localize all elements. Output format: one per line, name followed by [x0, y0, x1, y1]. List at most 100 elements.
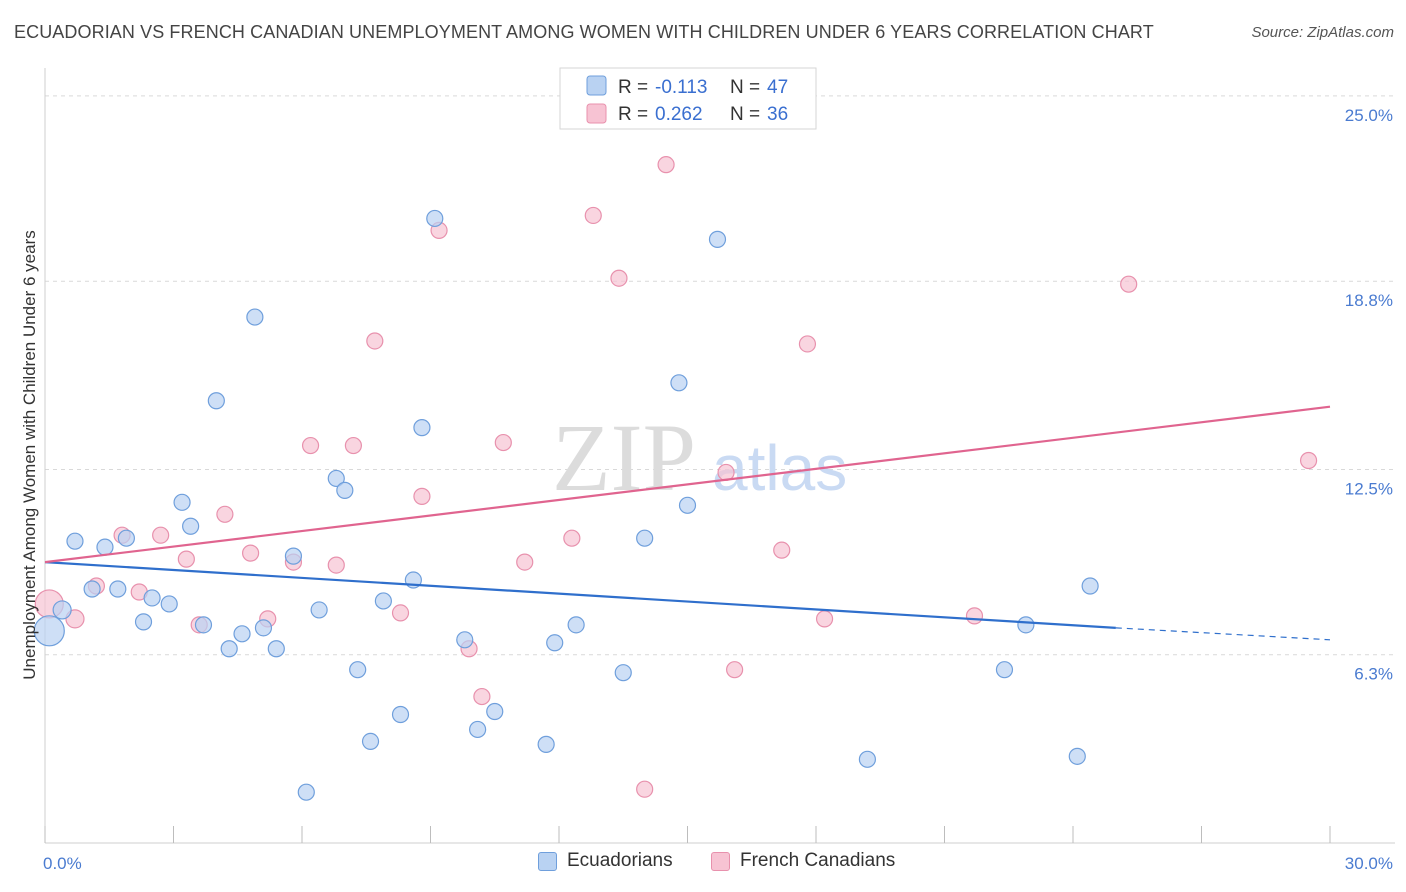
french-canadian-point [657, 156, 675, 174]
ecuadorian-point [117, 529, 135, 547]
ecuadorian-point [1017, 616, 1035, 634]
ecuadorian-point [134, 613, 153, 631]
ecuadorian-point [678, 496, 697, 514]
french-canadian-point [965, 607, 984, 625]
french-canadian-point [494, 433, 512, 452]
ecuadorian-point [537, 735, 555, 753]
x-tick-label-min: 0.0% [43, 854, 82, 873]
legend-r-value-2: 0.262 [655, 104, 703, 125]
source-credit: Source: ZipAtlas.com [1251, 24, 1394, 41]
ecuadorian-point [349, 661, 367, 679]
legend-r-value-1: -0.113 [655, 77, 707, 98]
french-canadian-point [1120, 275, 1138, 293]
ecuadorian-point [456, 631, 474, 649]
french-canadians-label: French Canadians [740, 850, 896, 871]
legend-n-value-2: 36 [767, 104, 788, 125]
ecuadorian-point [413, 419, 431, 437]
ecuadorian-point [858, 750, 877, 768]
y-tick-label: 25.0% [1345, 106, 1393, 125]
watermark-zip: ZIP [552, 404, 696, 511]
french-canadian-point [177, 550, 195, 568]
ecuadorian-point [33, 615, 65, 647]
series-legend: Ecuadorians French Canadians [0, 850, 1406, 878]
chart-title: ECUADORIAN VS FRENCH CANADIAN UNEMPLOYME… [14, 22, 1154, 42]
ecuadorians-swatch [538, 851, 557, 871]
legend-r-label-2: R = [618, 104, 648, 125]
ecuadorian-point [207, 392, 225, 410]
ecuadorian-point [284, 547, 303, 565]
french-canadian-point [473, 687, 491, 706]
ecuadorian-point [66, 532, 84, 550]
ecuadorian-trend-extension [1115, 627, 1331, 641]
ecuadorian-point [708, 230, 727, 248]
ecuadorian-point [995, 661, 1014, 679]
ecuadorian-point [254, 619, 273, 637]
ecuadorian-point [1068, 747, 1086, 765]
ecuadorian-point [374, 592, 392, 610]
ecuadorian-point [83, 580, 101, 598]
french-canadians-swatch [711, 851, 730, 871]
stats-legend: R = -0.113 N = 47 R = 0.262 N = 36 [559, 67, 817, 130]
ecuadorian-point [567, 616, 585, 634]
ecuadorian-trend-line [44, 561, 1116, 629]
legend-n-label-1: N = [730, 77, 760, 98]
ecuadorian-point [336, 481, 354, 499]
french-canadian-point [1299, 451, 1318, 470]
ecuadorian-point [361, 732, 380, 750]
ecuadorian-point [194, 616, 213, 634]
legend-n-value-1: 47 [767, 77, 788, 98]
ecuadorian-point [636, 529, 654, 547]
legend-swatch-ecuadorians [586, 75, 607, 96]
ecuadorian-point [670, 374, 688, 392]
ecuadorian-point [391, 705, 410, 724]
ecuadorian-point [1081, 577, 1099, 595]
axes [44, 68, 1395, 844]
ecuadorian-point [220, 640, 238, 658]
ecuadorian-point [297, 783, 315, 801]
ecuadorian-point [267, 640, 285, 658]
french-canadian-point [798, 335, 817, 353]
ecuadorian-point [182, 517, 200, 535]
ecuadorian-point [614, 664, 632, 682]
french-canadian-point [584, 206, 602, 225]
y-axis-title: Unemployment Among Women with Children U… [20, 230, 39, 679]
legend-item-french-canadians: French Canadians [711, 850, 895, 872]
ecuadorian-point [546, 634, 564, 652]
legend-n-label-2: N = [730, 104, 760, 125]
french-canadian-point [413, 487, 431, 505]
french-canadian-point [516, 553, 534, 571]
y-tick-label: 6.3% [1354, 665, 1393, 684]
ecuadorian-point [109, 580, 127, 598]
french-canadian-point [391, 604, 410, 622]
ecuadorian-point [310, 601, 328, 619]
ecuadorians-label: Ecuadorians [567, 850, 673, 871]
ecuadorian-point [233, 625, 251, 643]
ecuadorian-point [327, 469, 345, 488]
legend-r-label-1: R = [618, 77, 648, 98]
french-canadian-point [152, 526, 170, 544]
ecuadorian-point [143, 589, 161, 607]
x-tick-label-max: 30.0% [1345, 854, 1393, 873]
y-tick-label: 12.5% [1345, 479, 1393, 498]
french-canadian-point [242, 544, 260, 562]
ecuadorian-point [469, 720, 487, 739]
trend-lines [44, 405, 1331, 641]
french-canadian-trend-line [44, 405, 1331, 564]
ecuadorian-point [486, 702, 504, 721]
ecuadorian-point [426, 209, 444, 228]
gridlines [45, 95, 1395, 656]
french-canadian-point [301, 436, 320, 455]
ecuadorian-point [52, 600, 72, 620]
french-canadian-point [636, 780, 654, 798]
ecuadorian-point [96, 538, 114, 556]
ecuadorian-point [246, 308, 264, 326]
french-canadian-point [563, 529, 581, 547]
french-canadian-point [344, 436, 362, 455]
tick-labels: 6.3% 12.5% 18.8% 25.0% 0.0% 30.0% [43, 106, 1393, 873]
french-canadian-point [366, 332, 384, 350]
french-canadian-point [327, 556, 345, 574]
legend-item-ecuadorians: Ecuadorians [538, 850, 673, 872]
y-tick-label: 18.8% [1345, 291, 1393, 310]
data-points [33, 156, 1318, 801]
